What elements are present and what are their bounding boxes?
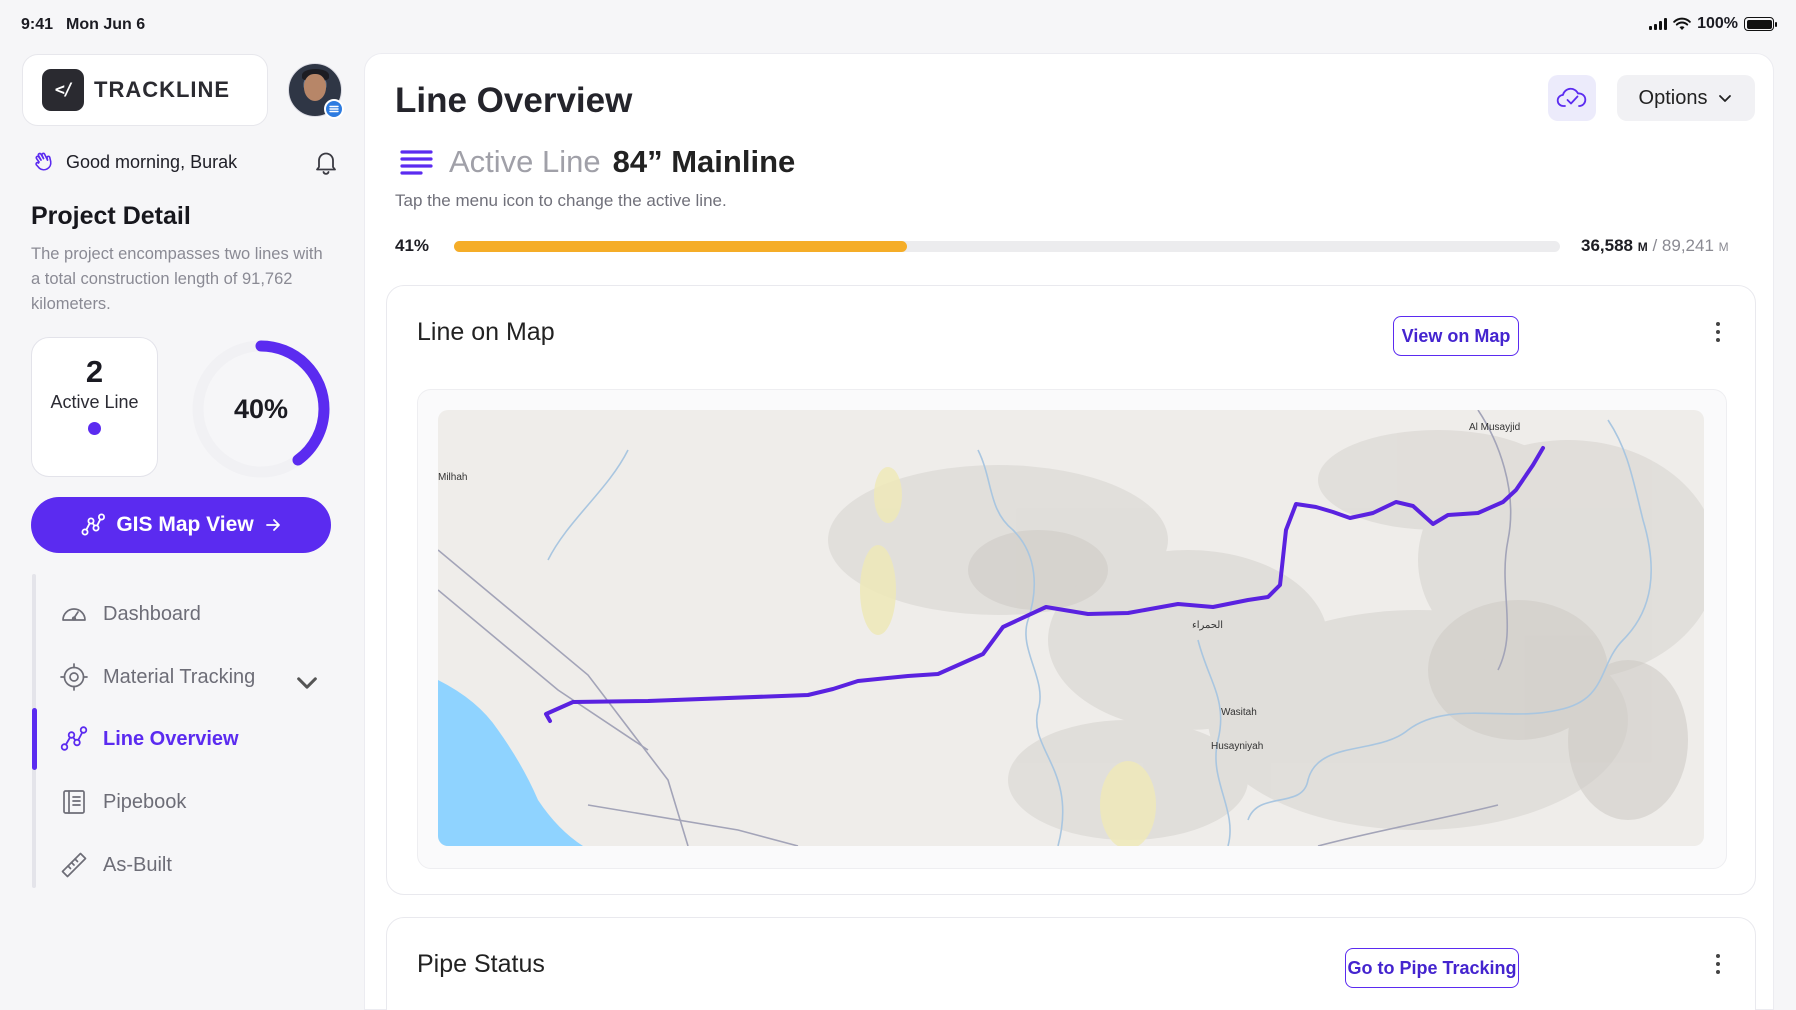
map-card-more-icon[interactable] — [1715, 322, 1721, 348]
active-line-name: 84” Mainline — [612, 144, 796, 179]
ruler-icon — [61, 852, 87, 878]
active-line-label: Active Line — [50, 392, 139, 412]
cellular-signal-icon — [1649, 18, 1668, 30]
pipe-card-more-icon[interactable] — [1715, 954, 1721, 980]
sidebar-item-pipebook[interactable]: Pipebook — [32, 771, 332, 833]
brand-name: TRACKLINE — [94, 77, 231, 102]
project-title: Project Detail — [31, 202, 191, 230]
sidebar: </ TRACKLINE Good morning, Burak Project… — [0, 52, 362, 1010]
battery-percent: 100% — [1697, 15, 1738, 32]
code-logo-icon: </ — [42, 69, 84, 111]
sidebar-item-dashboard[interactable]: Dashboard — [32, 583, 332, 645]
sidebar-item-label: Line Overview — [103, 727, 239, 750]
gis-map-view-button[interactable]: GIS Map View — [31, 497, 331, 553]
cloud-sync-button[interactable] — [1548, 75, 1596, 121]
options-label: Options — [1638, 86, 1708, 109]
chevron-down-icon[interactable] — [292, 668, 322, 698]
main-panel: Line Overview Options Active Line 84” Ma… — [364, 53, 1774, 1010]
pipe-status-card: Pipe Status Go to Pipe Tracking — [386, 917, 1756, 1010]
sidebar-item-label: Material Tracking — [103, 665, 256, 688]
active-line-hint: Tap the menu icon to change the active l… — [395, 191, 727, 210]
status-indicators: 100% — [1649, 15, 1777, 33]
total-length: 89,241 — [1661, 236, 1714, 255]
greeting-text: Good morning, Burak — [66, 151, 238, 172]
sidebar-item-as-built[interactable]: As-Built — [32, 834, 332, 896]
map-label-alhamra: الحمراء — [1192, 620, 1223, 631]
greeting: Good morning, Burak — [32, 150, 237, 174]
completed-length: 36,588 — [1581, 236, 1633, 255]
total-length-unit: M — [1718, 240, 1729, 254]
arrow-right-icon — [265, 519, 280, 531]
chevron-down-icon — [1719, 95, 1732, 102]
route-icon — [60, 726, 88, 751]
route-icon — [81, 513, 106, 536]
cloud-check-icon — [1556, 87, 1587, 107]
sidebar-item-line-overview[interactable]: Line Overview — [32, 708, 332, 770]
avatar[interactable] — [288, 63, 344, 119]
brand-logo-card[interactable]: </ TRACKLINE — [22, 54, 268, 126]
active-line-card[interactable]: 2 Active Line — [31, 337, 158, 477]
active-line-selector: Active Line 84” Mainline — [399, 144, 795, 180]
go-to-pipe-tracking-button[interactable]: Go to Pipe Tracking — [1345, 948, 1519, 988]
gauge-icon — [62, 608, 86, 621]
options-dropdown[interactable]: Options — [1617, 75, 1755, 121]
line-length-readout: 36,588 M / 89,241 M — [1581, 236, 1729, 255]
project-progress-ring — [192, 340, 330, 478]
wifi-icon — [1673, 17, 1691, 30]
bell-icon[interactable] — [312, 148, 340, 176]
hamburger-menu-icon[interactable] — [399, 147, 435, 177]
project-description: The project encompasses two lines with a… — [31, 245, 323, 313]
map-label-wasitah: Wasitah — [1221, 707, 1257, 718]
map-label-milhah: Milhah — [438, 472, 467, 483]
view-on-map-button[interactable]: View on Map — [1393, 316, 1519, 356]
sidebar-item-label: Dashboard — [103, 602, 201, 625]
line-map[interactable]: Al Musayjid Milhah الحمراء Wasitah Husay… — [438, 410, 1704, 846]
menu-badge-icon — [324, 99, 344, 119]
line-on-map-title: Line on Map — [417, 318, 555, 346]
map-frame: Al Musayjid Milhah الحمراء Wasitah Husay… — [417, 389, 1727, 869]
gis-map-view-label: GIS Map View — [116, 513, 254, 536]
status-bar: 9:41 Mon Jun 6 100% — [0, 0, 1796, 52]
status-date: Mon Jun 6 — [66, 16, 146, 33]
page-title: Line Overview — [395, 81, 633, 120]
status-time: 9:41 — [21, 16, 54, 33]
waving-hand-icon — [35, 152, 52, 171]
sidebar-item-label: As-Built — [103, 853, 172, 876]
pipe-status-title: Pipe Status — [417, 950, 545, 978]
project-progress-value: 40% — [233, 393, 289, 424]
line-progress-bar — [454, 241, 1560, 252]
map-label-al-musayjid: Al Musayjid — [1469, 422, 1520, 433]
book-icon — [63, 790, 85, 814]
sidebar-item-material-tracking[interactable]: Material Tracking — [32, 646, 332, 708]
line-on-map-card: Line on Map View on Map — [386, 285, 1756, 895]
map-label-husayniyah: Husayniyah — [1211, 741, 1263, 752]
completed-length-unit: M — [1637, 240, 1648, 254]
active-line-prefix: Active Line — [449, 144, 601, 179]
line-progress-percent: 41% — [395, 236, 430, 255]
line-progress-fill — [454, 241, 908, 252]
active-line-count: 2 — [85, 354, 104, 389]
active-indicator-dot — [88, 422, 101, 435]
battery-icon — [1744, 17, 1777, 31]
target-icon — [60, 663, 88, 691]
sidebar-item-label: Pipebook — [103, 790, 187, 813]
